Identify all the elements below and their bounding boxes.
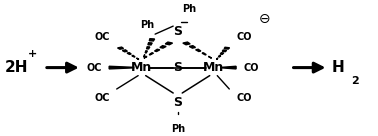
- Polygon shape: [218, 55, 221, 57]
- Polygon shape: [118, 47, 124, 49]
- Polygon shape: [109, 66, 134, 69]
- Polygon shape: [208, 56, 212, 58]
- Polygon shape: [160, 46, 166, 48]
- Text: OC: OC: [94, 32, 110, 42]
- Text: Ph: Ph: [182, 4, 196, 14]
- Text: CO: CO: [236, 32, 252, 42]
- Polygon shape: [144, 56, 147, 58]
- Polygon shape: [217, 58, 218, 60]
- Polygon shape: [122, 50, 127, 52]
- Polygon shape: [148, 43, 152, 45]
- Polygon shape: [132, 55, 135, 57]
- Text: S: S: [173, 96, 182, 109]
- Polygon shape: [222, 50, 227, 52]
- Text: OC: OC: [94, 93, 110, 103]
- Polygon shape: [222, 66, 236, 69]
- Polygon shape: [127, 53, 131, 54]
- Polygon shape: [144, 55, 145, 57]
- Text: OC: OC: [86, 63, 102, 73]
- Polygon shape: [147, 47, 150, 49]
- Text: Ph: Ph: [141, 20, 155, 30]
- Text: CO: CO: [243, 63, 259, 73]
- Text: Mn: Mn: [203, 61, 224, 74]
- Text: +: +: [28, 49, 37, 59]
- Polygon shape: [149, 53, 153, 55]
- Text: S: S: [173, 25, 182, 38]
- Polygon shape: [183, 42, 190, 45]
- Text: 2: 2: [351, 76, 359, 86]
- Text: S: S: [173, 61, 182, 74]
- Polygon shape: [202, 53, 206, 55]
- Polygon shape: [145, 51, 147, 53]
- Polygon shape: [196, 49, 201, 52]
- Polygon shape: [224, 47, 229, 49]
- Polygon shape: [189, 46, 195, 48]
- Text: 2H: 2H: [5, 60, 28, 75]
- Text: ⊖: ⊖: [259, 12, 270, 26]
- Polygon shape: [165, 42, 173, 45]
- Polygon shape: [220, 53, 224, 54]
- Polygon shape: [155, 49, 160, 52]
- Text: CO: CO: [236, 93, 252, 103]
- Text: Ph: Ph: [170, 124, 185, 134]
- Text: H: H: [332, 60, 345, 75]
- Polygon shape: [136, 58, 139, 60]
- Text: Mn: Mn: [131, 61, 153, 74]
- Polygon shape: [149, 39, 155, 41]
